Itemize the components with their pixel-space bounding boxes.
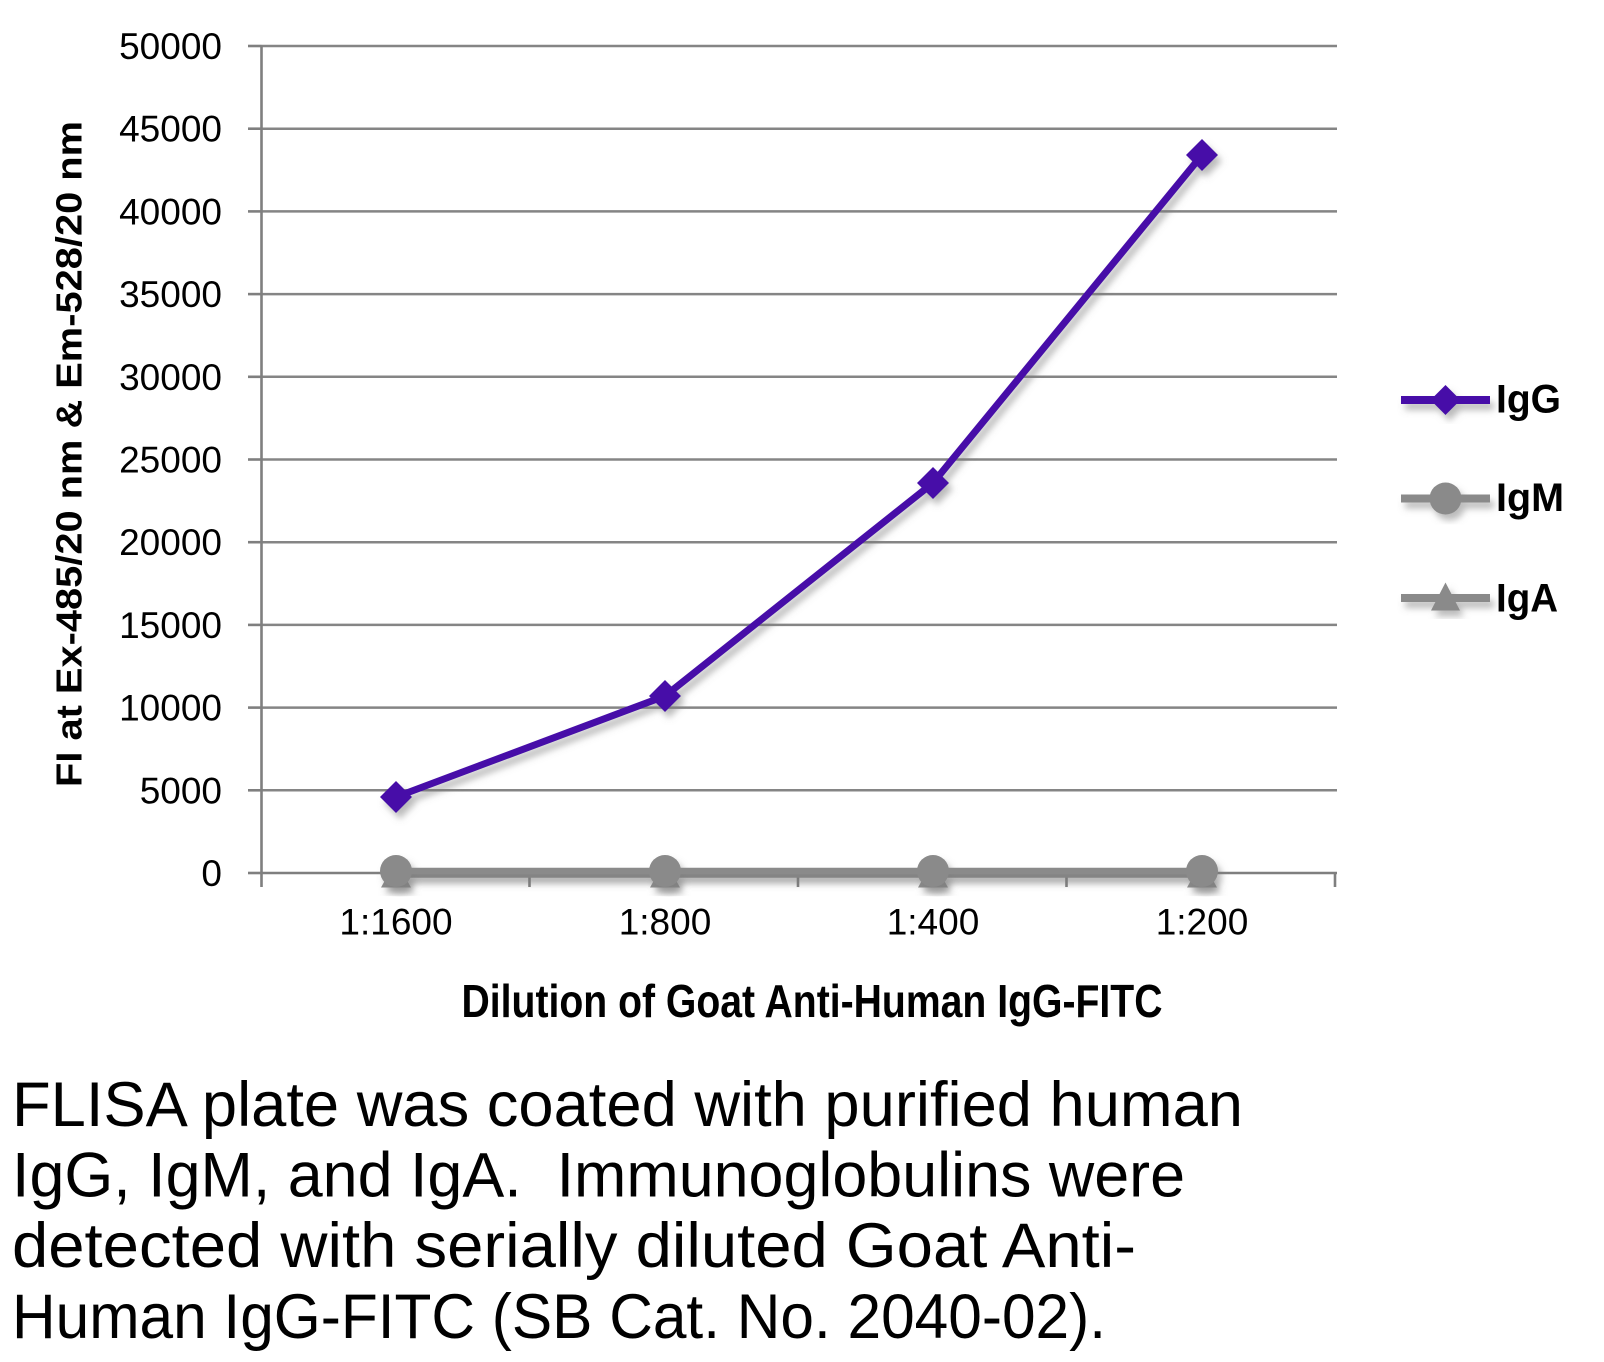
svg-text:40000: 40000: [119, 191, 222, 232]
svg-text:1:200: 1:200: [1156, 902, 1249, 943]
svg-text:1:800: 1:800: [619, 902, 712, 943]
svg-text:45000: 45000: [119, 109, 222, 150]
svg-text:IgG: IgG: [1496, 378, 1561, 422]
svg-text:35000: 35000: [119, 274, 222, 315]
svg-text:1:400: 1:400: [887, 902, 980, 943]
svg-text:10000: 10000: [119, 688, 222, 729]
svg-text:Dilution of Goat Anti-Human Ig: Dilution of Goat Anti-Human IgG-FITC: [462, 975, 1163, 1027]
svg-text:FLISA plate was coated with pu: FLISA plate was coated with purified hum…: [12, 1070, 1243, 1140]
svg-text:30000: 30000: [119, 357, 222, 398]
svg-text:Human IgG-FITC (SB Cat. No. 20: Human IgG-FITC (SB Cat. No. 2040-02).: [12, 1282, 1106, 1352]
svg-text:FI at Ex-485/20 nm & Em-528/20: FI at Ex-485/20 nm & Em-528/20 nm: [49, 121, 90, 787]
svg-text:IgG, IgM, and IgA. Immunoglob: IgG, IgM, and IgA. Immunoglobulins were: [12, 1141, 1185, 1211]
svg-text:50000: 50000: [119, 26, 222, 67]
svg-text:IgA: IgA: [1496, 577, 1558, 621]
svg-text:20000: 20000: [119, 522, 222, 563]
svg-text:0: 0: [201, 853, 222, 894]
svg-text:1:1600: 1:1600: [339, 902, 452, 943]
svg-text:15000: 15000: [119, 605, 222, 646]
svg-text:detected with serially diluted: detected with serially diluted Goat Anti…: [12, 1211, 1136, 1281]
svg-text:25000: 25000: [119, 440, 222, 481]
svg-text:5000: 5000: [140, 770, 222, 811]
svg-text:IgM: IgM: [1496, 476, 1564, 520]
